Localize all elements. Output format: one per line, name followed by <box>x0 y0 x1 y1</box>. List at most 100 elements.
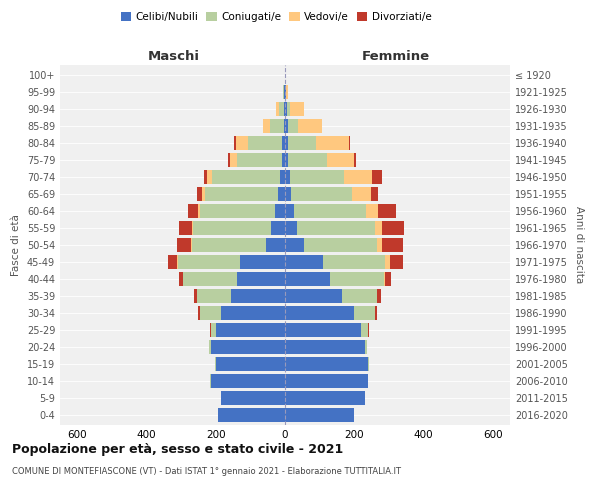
Bar <box>191 238 266 252</box>
Bar <box>285 221 297 235</box>
Bar <box>285 120 288 133</box>
Bar <box>275 204 285 218</box>
Bar <box>285 238 304 252</box>
Bar <box>382 238 403 252</box>
Bar <box>284 86 285 99</box>
Bar <box>205 188 278 201</box>
Bar <box>361 323 368 336</box>
Bar <box>367 204 379 218</box>
Bar <box>354 154 356 167</box>
Bar <box>177 255 178 269</box>
Bar <box>199 204 200 218</box>
Bar <box>371 170 382 184</box>
Bar <box>188 204 199 218</box>
Bar <box>176 238 191 252</box>
Bar <box>368 323 369 336</box>
Bar <box>377 238 382 252</box>
Bar <box>330 272 383 286</box>
Bar <box>179 272 182 286</box>
Bar <box>385 255 389 269</box>
Bar <box>263 120 270 133</box>
Bar <box>285 357 368 370</box>
Bar <box>179 221 191 235</box>
Bar <box>285 306 354 320</box>
Bar <box>232 289 285 302</box>
Bar <box>279 102 284 116</box>
Bar <box>278 188 285 201</box>
Bar <box>285 86 286 99</box>
Bar <box>178 255 240 269</box>
Bar <box>352 188 371 201</box>
Bar <box>291 188 352 201</box>
Bar <box>284 120 285 133</box>
Bar <box>211 374 285 388</box>
Bar <box>285 391 365 404</box>
Bar <box>298 120 322 133</box>
Bar <box>285 408 354 422</box>
Bar <box>270 120 284 133</box>
Bar <box>234 136 235 150</box>
Bar <box>169 255 177 269</box>
Text: COMUNE DI MONTEFIASCONE (VT) - Dati ISTAT 1° gennaio 2021 - Elaborazione TUTTITA: COMUNE DI MONTEFIASCONE (VT) - Dati ISTA… <box>12 468 401 476</box>
Bar <box>293 204 367 218</box>
Bar <box>365 340 367 353</box>
Bar <box>191 221 193 235</box>
Bar <box>200 306 221 320</box>
Bar <box>285 340 365 353</box>
Bar <box>283 86 284 99</box>
Bar <box>199 306 200 320</box>
Bar <box>297 221 375 235</box>
Bar <box>282 136 285 150</box>
Bar <box>285 272 330 286</box>
Bar <box>285 170 290 184</box>
Bar <box>183 272 236 286</box>
Bar <box>216 323 285 336</box>
Bar <box>326 154 354 167</box>
Bar <box>284 102 285 116</box>
Bar <box>285 323 361 336</box>
Bar <box>285 102 287 116</box>
Text: Femmine: Femmine <box>362 50 430 64</box>
Bar <box>287 102 290 116</box>
Bar <box>354 306 375 320</box>
Bar <box>212 170 280 184</box>
Bar <box>389 255 403 269</box>
Bar <box>285 255 323 269</box>
Bar <box>382 221 404 235</box>
Bar <box>371 188 378 201</box>
Bar <box>240 255 285 269</box>
Bar <box>236 154 281 167</box>
Bar <box>193 221 271 235</box>
Bar <box>290 102 304 116</box>
Bar <box>197 188 202 201</box>
Bar <box>285 136 289 150</box>
Bar <box>221 306 285 320</box>
Bar <box>210 323 211 336</box>
Bar <box>280 170 285 184</box>
Bar <box>200 204 275 218</box>
Bar <box>375 306 377 320</box>
Bar <box>285 204 293 218</box>
Bar <box>197 289 232 302</box>
Bar <box>342 289 377 302</box>
Bar <box>377 289 381 302</box>
Bar <box>216 357 285 370</box>
Bar <box>285 188 291 201</box>
Bar <box>207 170 212 184</box>
Bar <box>211 340 285 353</box>
Bar <box>202 188 205 201</box>
Bar <box>286 86 288 99</box>
Bar <box>194 289 197 302</box>
Text: Maschi: Maschi <box>148 50 200 64</box>
Bar <box>290 170 344 184</box>
Bar <box>248 136 282 150</box>
Bar <box>209 340 211 353</box>
Bar <box>289 136 316 150</box>
Bar <box>316 136 349 150</box>
Bar <box>221 391 285 404</box>
Bar <box>235 136 248 150</box>
Bar <box>211 323 216 336</box>
Bar <box>276 102 279 116</box>
Y-axis label: Fasce di età: Fasce di età <box>11 214 21 276</box>
Bar <box>385 272 391 286</box>
